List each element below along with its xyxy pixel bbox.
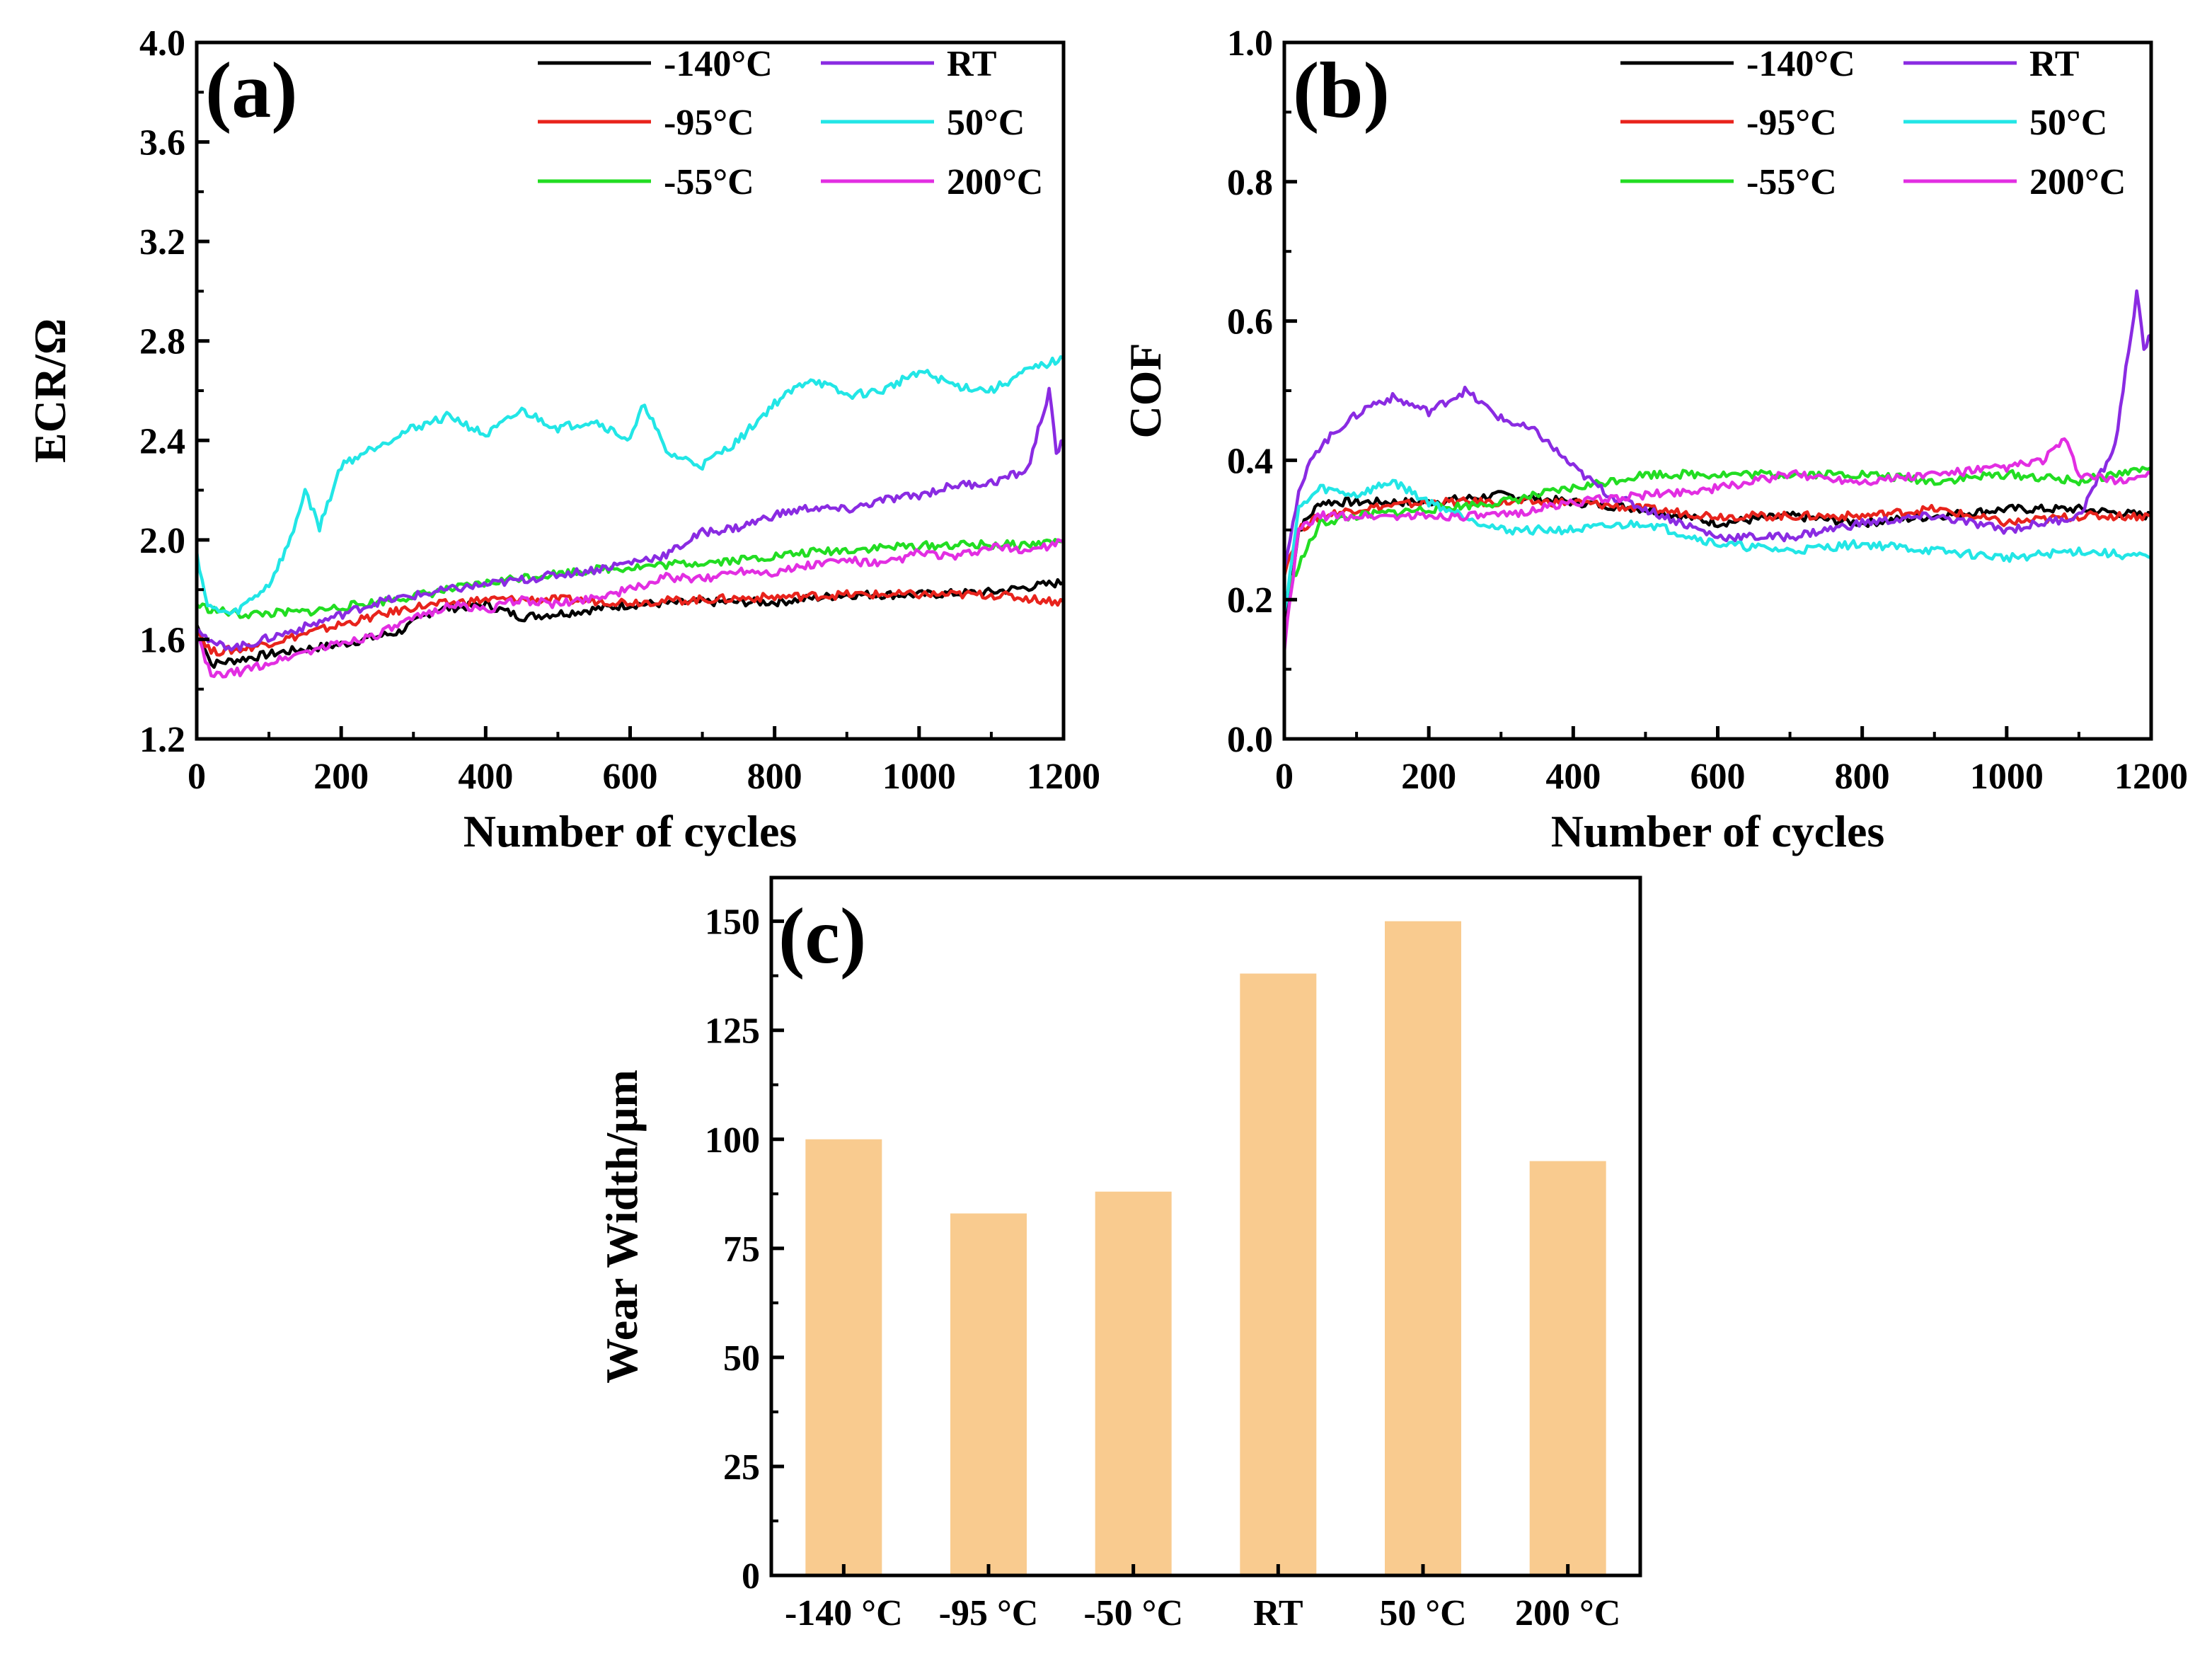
- x-tick-label: RT: [1253, 1593, 1303, 1633]
- wear-width-chart: -140 °C -95 °C -50 °C RT 50 °C 200 °C 0 25 50 75 1…: [597, 875, 1642, 1633]
- legend-label: -140°C: [1746, 44, 1855, 84]
- series-line-RT: [195, 386, 1064, 652]
- x-tick-label: 1000: [1970, 757, 2044, 797]
- bar-RT: [1240, 973, 1317, 1575]
- x-tick-label: 800: [747, 757, 802, 797]
- y-tick-label: 1.2: [139, 720, 185, 760]
- series-line-50°C: [1282, 478, 2152, 614]
- x-tick-label: 1000: [882, 757, 956, 797]
- y-tick-label: 125: [705, 1011, 760, 1052]
- y-axis-title: COF: [1120, 343, 1170, 438]
- y-tick-label: 75: [723, 1229, 760, 1270]
- x-tick-label: 200: [1401, 757, 1456, 797]
- legend-label: RT: [947, 44, 996, 84]
- y-tick-label: 1.6: [139, 620, 185, 660]
- x-tick-label: 0: [1275, 757, 1294, 797]
- x-tick-label: 200: [313, 757, 369, 797]
- y-tick-label: 0.4: [1227, 441, 1273, 481]
- y-tick-label: 0.6: [1227, 302, 1273, 343]
- plot-frame: [769, 875, 1642, 1578]
- x-axis-title: Number of cycles: [463, 806, 797, 856]
- x-tick-label: 1200: [2114, 757, 2188, 797]
- series-line-200°C: [195, 538, 1065, 679]
- x-tick-label: 600: [1690, 757, 1746, 797]
- series-line--95°C: [196, 589, 1065, 657]
- x-tick-label: -50 °C: [1083, 1593, 1183, 1633]
- x-tick-label: -140 °C: [785, 1593, 903, 1633]
- legend-label: -55°C: [664, 162, 754, 202]
- x-tick-label: 0: [188, 757, 206, 797]
- bar--140 °C: [805, 1139, 882, 1575]
- bar--50 °C: [1095, 1191, 1172, 1575]
- y-axis-title: Wear Width/μm: [597, 1069, 647, 1383]
- y-tick-label: 2.8: [139, 322, 185, 362]
- y-tick-label: 2.0: [139, 521, 185, 561]
- y-tick-label: 2.4: [139, 421, 185, 461]
- x-tick-label: 400: [1545, 757, 1601, 797]
- panel-label: (c): [778, 892, 866, 980]
- bar-50 °C: [1385, 921, 1461, 1575]
- y-tick-label: 50: [723, 1338, 760, 1379]
- legend-label: 50°C: [947, 103, 1025, 143]
- x-tick-label: -95 °C: [939, 1593, 1039, 1633]
- y-tick-label: 3.6: [139, 123, 185, 163]
- y-tick-label: 0: [742, 1556, 760, 1597]
- x-tick-label: 400: [458, 757, 513, 797]
- panel-label: (a): [205, 47, 298, 134]
- y-tick-label: 25: [723, 1447, 760, 1488]
- ecr-chart: 0 200 400 600 800 1000 1200 1.2 1.6 2.0 2.4 2.8 3.2 3…: [25, 23, 1100, 856]
- y-tick-label: 100: [705, 1120, 760, 1161]
- legend-label: -140°C: [664, 44, 773, 84]
- x-tick-label: 50 °C: [1379, 1593, 1466, 1633]
- cof-chart: 0 200 400 600 800 1000 1200 0.0 0.2 0.4 0.6 0.8 1.0 N…: [1120, 23, 2188, 856]
- series-line--55°C: [195, 538, 1065, 619]
- y-tick-label: 0.0: [1227, 720, 1273, 760]
- legend-label: 200°C: [947, 162, 1043, 202]
- panel-label: (b): [1293, 47, 1390, 134]
- legend-label: RT: [2029, 44, 2079, 84]
- series-line-200°C: [1282, 437, 2153, 653]
- series-line-50°C: [195, 355, 1065, 616]
- bar-200 °C: [1529, 1161, 1606, 1575]
- x-tick-label: 1200: [1027, 757, 1100, 797]
- series-line--140°C: [1282, 490, 2153, 635]
- legend-label: -95°C: [1746, 103, 1837, 143]
- series-line-RT: [1282, 289, 2152, 569]
- y-tick-label: 4.0: [139, 23, 185, 64]
- y-tick-label: 3.2: [139, 222, 185, 263]
- y-tick-label: 1.0: [1227, 23, 1273, 64]
- y-axis-title: ECR/Ω: [25, 318, 75, 463]
- legend-label: 50°C: [2029, 103, 2107, 143]
- y-tick-label: 0.8: [1227, 163, 1273, 203]
- x-axis-title: Number of cycles: [1551, 806, 1885, 856]
- y-tick-label: 0.2: [1227, 580, 1273, 621]
- legend-label: -95°C: [664, 103, 754, 143]
- x-tick-label: 800: [1835, 757, 1890, 797]
- series-line--55°C: [1283, 466, 2153, 601]
- y-tick-label: 150: [705, 902, 760, 943]
- legend-label: 200°C: [2029, 162, 2126, 202]
- x-tick-label: 600: [603, 757, 658, 797]
- plot-frame: [195, 40, 1066, 741]
- legend-label: -55°C: [1746, 162, 1837, 202]
- x-tick-label: 200 °C: [1515, 1593, 1620, 1633]
- bar--95 °C: [950, 1213, 1027, 1575]
- plot-frame: [1282, 40, 2153, 741]
